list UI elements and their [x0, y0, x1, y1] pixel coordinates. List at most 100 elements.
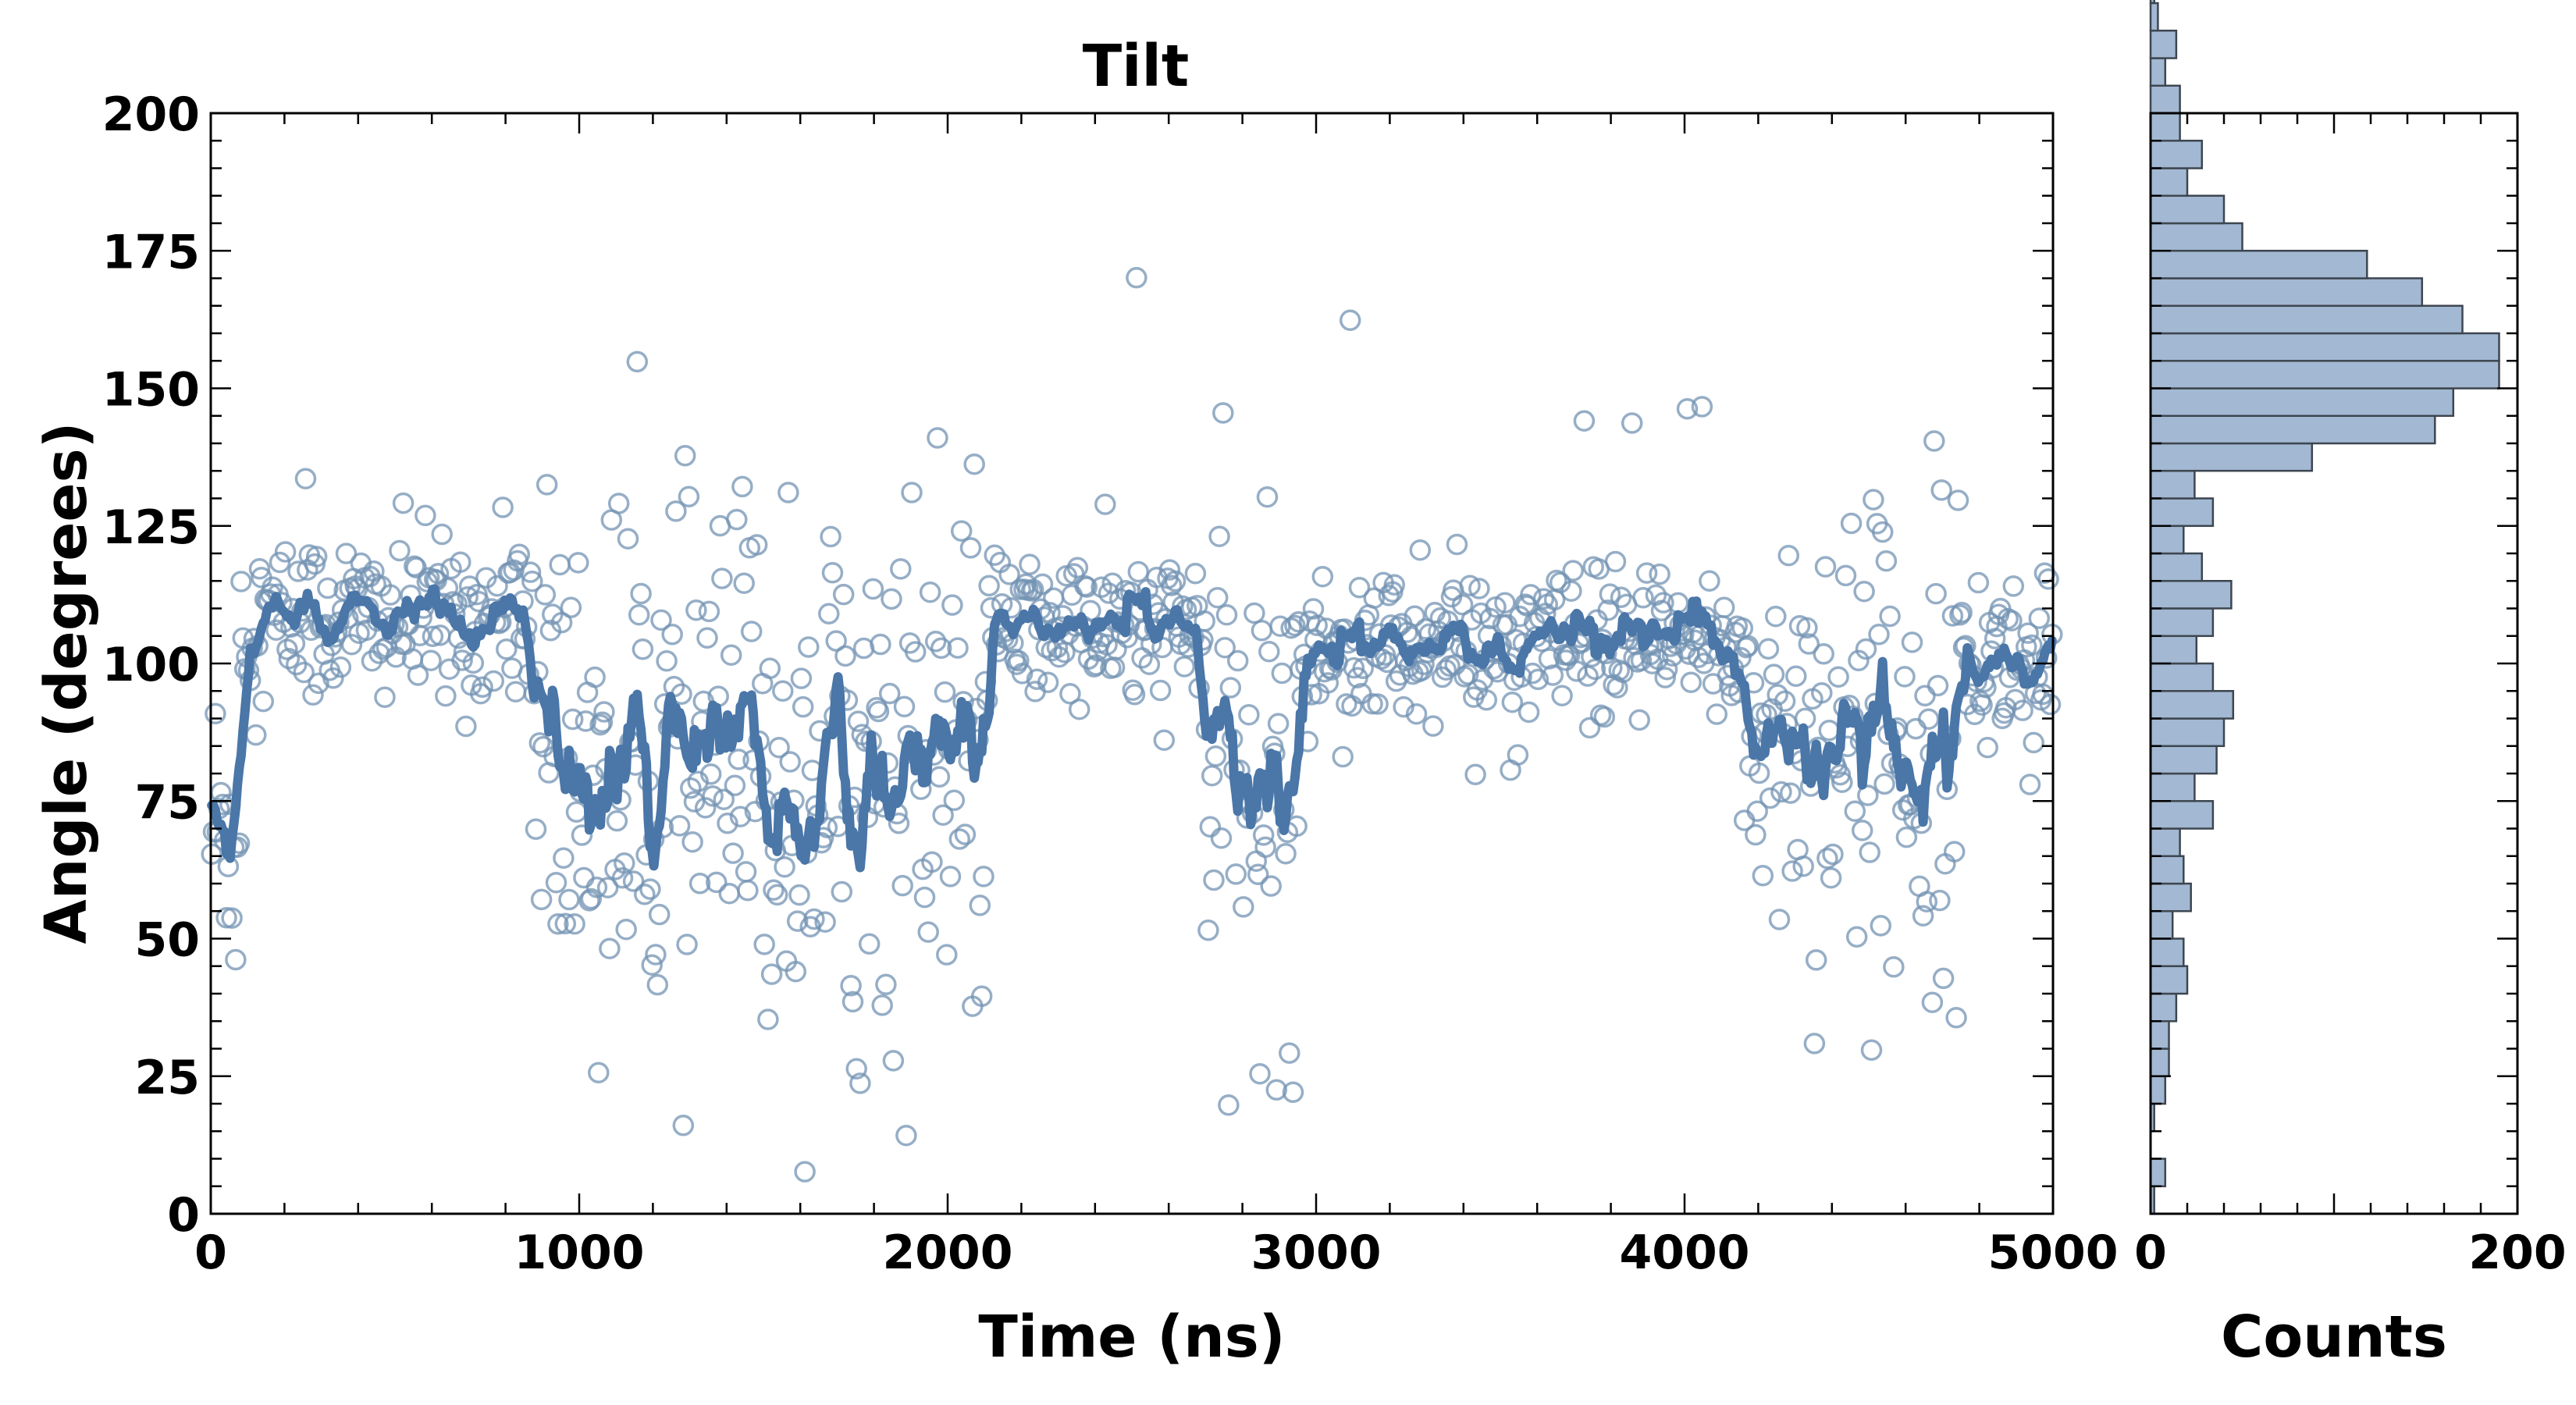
data-point: [1011, 663, 1034, 685]
data-point: [1781, 860, 1803, 882]
main-plot-frame: [209, 112, 2055, 1215]
data-point: [680, 777, 702, 799]
data-point: [702, 785, 724, 807]
histogram-bar: [2149, 167, 2189, 197]
data-point: [1763, 663, 1785, 685]
data-point: [685, 599, 707, 621]
tick-labels: 0 1000 2000 3000 4000 50000255075100125150175…: [102, 87, 2567, 1280]
data-point: [862, 578, 884, 600]
data-point: [1348, 577, 1371, 599]
data-point: [2037, 568, 2059, 590]
data-point: [547, 913, 569, 935]
data-point: [1901, 631, 1923, 653]
data-point: [1094, 493, 1116, 515]
data-point: [1699, 570, 1720, 592]
data-point: [225, 948, 247, 971]
data-point: [1206, 586, 1229, 609]
data-point: [329, 656, 352, 678]
data-point: [568, 552, 589, 574]
data-point: [729, 806, 752, 827]
data-point: [1632, 587, 1654, 609]
y-tick-label: 75: [135, 775, 201, 830]
data-point: [1204, 745, 1227, 767]
histogram-bar: [2149, 112, 2181, 142]
data-point: [496, 638, 518, 660]
data-point: [924, 631, 947, 653]
data-point: [818, 603, 840, 625]
data-point: [1811, 681, 1833, 704]
data-point: [2019, 774, 2041, 795]
data-point: [650, 609, 672, 631]
data-point: [630, 582, 652, 605]
data-point: [1000, 596, 1023, 619]
data-point: [1848, 649, 1870, 672]
data-point: [792, 695, 814, 718]
histogram-bar: [2149, 2, 2159, 32]
data-point: [1149, 679, 1172, 702]
data-point: [1282, 1081, 1304, 1104]
data-point: [1068, 698, 1091, 720]
y-tick-label: 50: [135, 913, 201, 968]
histogram-bar: [2149, 277, 2424, 308]
data-point: [1194, 610, 1215, 632]
data-point: [1871, 521, 1894, 543]
data-point: [1796, 617, 1818, 639]
data-point: [831, 880, 853, 903]
data-point: [1184, 562, 1207, 585]
data-point: [1076, 576, 1098, 598]
data-point: [1894, 666, 1916, 688]
data-point: [1352, 657, 1374, 680]
data-point: [777, 482, 799, 503]
data-point: [1284, 614, 1306, 637]
data-point: [878, 682, 901, 705]
data-point: [901, 482, 923, 503]
data-point: [890, 558, 912, 580]
data-point: [431, 523, 453, 546]
histogram-bar: [2149, 800, 2215, 830]
data-point: [875, 973, 897, 996]
data-point: [950, 520, 973, 542]
main-ticks: [209, 112, 2055, 1215]
data-point: [1805, 949, 1827, 971]
data-point: [1863, 489, 1884, 510]
data-point: [834, 645, 856, 667]
data-point: [645, 944, 667, 966]
data-point: [1164, 570, 1187, 592]
data-point: [435, 685, 457, 707]
data-point: [593, 701, 615, 723]
data-point: [575, 710, 597, 732]
data-point: [1873, 773, 1895, 795]
data-point: [718, 882, 741, 905]
data-point: [1925, 582, 1947, 605]
data-point: [2023, 731, 2044, 754]
data-point: [1814, 556, 1837, 578]
data-point: [1173, 656, 1196, 678]
data-point: [1951, 602, 1973, 624]
histogram-bar: [2149, 360, 2500, 389]
data-point: [1332, 745, 1354, 768]
data-point: [947, 637, 969, 659]
y-tick-label: 125: [102, 500, 200, 555]
data-point: [617, 528, 639, 550]
data-point: [713, 788, 735, 810]
data-point: [374, 686, 396, 709]
data-point: [1851, 820, 1873, 841]
data-point: [525, 818, 547, 841]
x-tick-label: 3000: [1251, 1225, 1382, 1280]
histogram-bar: [2149, 717, 2226, 748]
data-point: [1031, 573, 1054, 596]
histogram-bar: [2149, 525, 2185, 555]
data-point: [553, 847, 575, 870]
data-point: [825, 630, 847, 652]
data-point: [1226, 649, 1249, 672]
data-point: [606, 809, 628, 832]
data-point: [1895, 826, 1918, 848]
data-point: [1404, 605, 1426, 627]
data-point: [683, 791, 706, 813]
data-point: [1792, 855, 1814, 877]
data-point: [1215, 603, 1238, 626]
data-point: [1820, 866, 1842, 889]
data-point: [661, 624, 683, 646]
data-point: [745, 534, 768, 556]
y-tick-label: 150: [102, 363, 200, 418]
